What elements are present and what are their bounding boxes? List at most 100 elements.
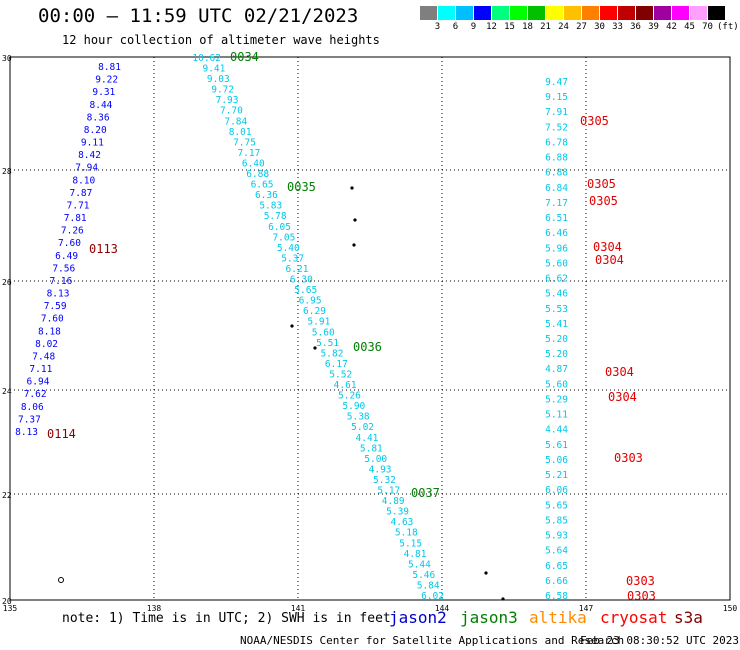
swh-value: 5.32	[373, 475, 396, 486]
swh-value: 6.46	[545, 228, 568, 239]
scale-swatch	[708, 6, 725, 20]
swh-value: 4.63	[391, 517, 414, 528]
swh-value: 7.05	[272, 232, 295, 243]
swh-value: 5.18	[395, 528, 418, 539]
swh-value: 5.02	[351, 422, 374, 433]
swh-value: 6.06	[545, 485, 568, 496]
pass-label: 0304	[595, 253, 624, 267]
swh-value: 7.48	[32, 351, 55, 362]
swh-value: 5.52	[329, 369, 352, 380]
swh-value: 7.87	[69, 188, 92, 199]
swh-value: 7.26	[61, 226, 84, 237]
island	[501, 597, 505, 601]
scale-swatch	[420, 6, 437, 20]
swh-value: 8.81	[98, 62, 121, 73]
scale-swatch	[636, 6, 653, 20]
swh-value: 5.81	[360, 443, 383, 454]
swh-value: 5.85	[545, 515, 568, 526]
legend-altika: altika	[529, 608, 587, 627]
swh-value: 5.60	[545, 258, 568, 269]
swh-value: 4.93	[369, 464, 392, 475]
swh-value: 8.42	[78, 150, 101, 161]
swh-value: 6.88	[545, 153, 568, 164]
lat-tick-label: 26	[2, 278, 12, 287]
pass-label: 0114	[47, 427, 76, 441]
pass-label: 0305	[580, 114, 609, 128]
swh-value: 5.61	[545, 440, 568, 451]
map-frame	[9, 56, 731, 601]
swh-value: 7.11	[29, 364, 52, 375]
swh-value: 8.06	[21, 402, 44, 413]
swh-value: 9.72	[211, 85, 234, 96]
swh-value: 5.60	[545, 379, 568, 390]
legend-jason2: jason2	[389, 608, 447, 627]
scale-swatch	[582, 6, 599, 20]
swh-value: 5.39	[386, 507, 409, 518]
pass-label: 0303	[627, 589, 656, 603]
swh-value: 5.41	[545, 319, 568, 330]
scale-swatch	[618, 6, 635, 20]
pass-label: 0303	[614, 451, 643, 465]
generated-timestamp: Feb 23 08:30:52 UTC 2023	[580, 634, 739, 647]
swh-value: 6.66	[545, 576, 568, 587]
swh-value: 8.13	[15, 427, 38, 438]
swh-value: 5.65	[294, 285, 317, 296]
swh-value: 6.02	[421, 591, 444, 602]
swh-value: 5.11	[545, 410, 568, 421]
lat-tick-label: 24	[2, 387, 12, 396]
scale-label: 9	[470, 22, 477, 32]
swh-value: 5.17	[377, 486, 400, 497]
swh-value: 9.22	[95, 75, 118, 86]
lat-tick-label: 28	[2, 167, 12, 176]
swh-value: 7.52	[545, 122, 568, 133]
swh-value: 6.40	[242, 158, 265, 169]
pass-label: 0035	[287, 180, 316, 194]
scale-label: 6	[452, 22, 459, 32]
scale-swatch	[456, 6, 473, 20]
legend-s3a: s3a	[674, 608, 703, 627]
swh-value: 5.60	[312, 327, 335, 338]
swh-value: 5.46	[412, 570, 435, 581]
island	[352, 243, 356, 247]
lat-tick-label: 22	[2, 491, 12, 500]
swh-value: 7.70	[220, 106, 243, 117]
scale-label: 45	[684, 22, 695, 32]
swh-value: 5.90	[342, 401, 365, 412]
swh-value: 5.26	[338, 391, 361, 402]
swh-value: 4.89	[382, 496, 405, 507]
swh-value: 5.84	[417, 580, 440, 591]
swh-value: 6.95	[299, 296, 322, 307]
swh-value: 6.17	[325, 359, 348, 370]
swh-value: 8.10	[72, 175, 95, 186]
swh-value: 4.44	[545, 425, 568, 436]
island	[350, 186, 354, 190]
swh-value: 5.40	[277, 243, 300, 254]
swh-value: 7.62	[24, 389, 47, 400]
pass-label: 0305	[589, 194, 618, 208]
lat-tick-label: 20	[2, 597, 12, 606]
scale-label: 3	[434, 22, 441, 32]
swh-value: 10.62	[192, 53, 221, 64]
swh-value: 9.47	[545, 77, 568, 88]
pass-label: 0304	[608, 390, 637, 404]
scale-label: (ft)	[717, 22, 739, 32]
pass-label: 0036	[353, 340, 382, 354]
swh-value: 8.01	[229, 127, 252, 138]
pass-label: 0113	[89, 242, 118, 256]
pass-label: 0305	[587, 177, 616, 191]
scale-label: 36	[630, 22, 641, 32]
swh-value: 5.00	[364, 454, 387, 465]
swh-value: 6.58	[545, 591, 568, 602]
lat-tick-label: 30	[2, 54, 12, 63]
swh-value: 6.51	[545, 213, 568, 224]
island	[313, 346, 317, 350]
scale-label: 30	[594, 22, 605, 32]
swh-value: 5.06	[545, 455, 568, 466]
swh-value: 8.20	[84, 125, 107, 136]
swh-value: 5.29	[545, 394, 568, 405]
swh-value: 7.75	[233, 137, 256, 148]
pass-label: 0304	[605, 365, 634, 379]
swh-value: 5.20	[545, 349, 568, 360]
swh-value: 6.78	[545, 137, 568, 148]
pass-label: 0037	[411, 486, 440, 500]
